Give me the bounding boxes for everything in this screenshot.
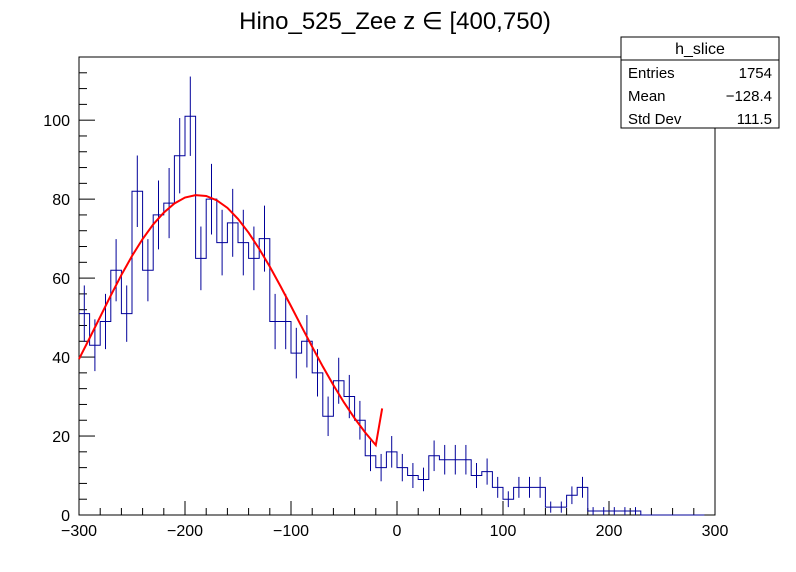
stats-stddev-value: 111.5	[737, 111, 772, 128]
stats-box-frame	[620, 36, 780, 129]
x-tick-label: −100	[273, 523, 309, 540]
x-tick-label: 300	[702, 523, 729, 540]
y-axis: 0 20 40 60 80 100	[43, 56, 95, 525]
x-tick-label: 100	[490, 523, 517, 540]
y-tick-label: 60	[52, 271, 70, 288]
y-tick-label: 0	[61, 508, 70, 525]
stats-box-title: h_slice	[675, 41, 725, 58]
stats-entries-value: 1754	[739, 65, 772, 82]
y-tick-label: 20	[52, 429, 70, 446]
x-tick-label: −200	[167, 523, 203, 540]
stats-box: h_slice Entries 1754 Mean −128.4 Std Dev…	[620, 36, 780, 129]
error-bars	[83, 76, 636, 515]
fit-curve-line	[78, 194, 384, 448]
stats-entries-label: Entries	[628, 65, 675, 82]
y-tick-label: 100	[43, 113, 70, 130]
chart-title: Hino_525_Zee z ∈ [400,750)	[239, 8, 551, 35]
y-tick-label: 80	[52, 192, 70, 209]
plot-frame	[78, 56, 716, 516]
x-axis: −300 −200 −100 0 100 200 300	[61, 501, 728, 540]
x-tick-label: −300	[61, 523, 97, 540]
stats-mean-label: Mean	[628, 88, 666, 105]
x-tick-label: 0	[393, 523, 402, 540]
stats-stddev-label: Std Dev	[628, 111, 682, 128]
stats-mean-value: −128.4	[726, 88, 772, 105]
fit-curve	[78, 194, 384, 448]
y-tick-label: 40	[52, 350, 70, 367]
x-tick-label: 200	[596, 523, 623, 540]
